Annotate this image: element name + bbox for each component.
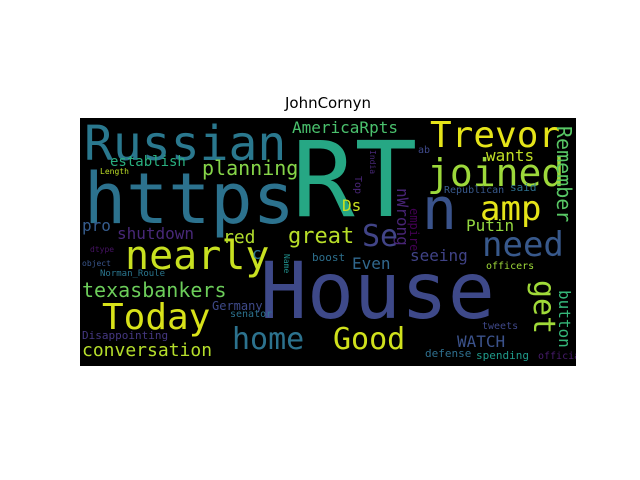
word-remember: Remember: [552, 126, 576, 223]
word-russian: Russian: [84, 118, 287, 172]
word-need: need: [482, 225, 564, 265]
word-se: Se: [362, 219, 399, 254]
word-empire: empire: [407, 208, 421, 252]
word-americarpts: AmericaRpts: [292, 118, 398, 137]
word-seeing: seeing: [410, 246, 468, 265]
word-ds: Ds: [342, 196, 362, 215]
word-name: Name: [282, 254, 291, 274]
word-dtype: dtype: [90, 245, 115, 254]
word-trevor: Trevor: [430, 118, 561, 156]
word-establish: establish: [110, 154, 186, 170]
word-texasbankers: texasbankers: [82, 278, 227, 302]
word-today: Today: [102, 297, 211, 338]
word-great: great: [288, 224, 355, 249]
word-boost: boost: [312, 251, 346, 264]
word-india: India: [368, 150, 377, 175]
word-ab: ab: [418, 145, 431, 156]
word-n: n: [422, 175, 457, 243]
word-object: object: [82, 259, 111, 268]
word-top: Top: [352, 176, 363, 195]
word-get: get: [526, 280, 561, 335]
word-defense: defense: [425, 347, 472, 360]
word-norman-roule: Norman_Roule: [100, 269, 166, 279]
word-putin: Putin: [466, 216, 515, 235]
word-republican: Republican: [444, 185, 505, 196]
word-conversation: conversation: [82, 340, 213, 361]
word-https: https: [84, 158, 295, 240]
word-red: red: [223, 227, 256, 248]
word-planning: planning: [202, 156, 299, 180]
word-pro: pro: [82, 216, 111, 235]
word-germany: Germany: [212, 299, 263, 313]
word-shutdown: shutdown: [117, 224, 195, 243]
word-nwrong: nWrong: [393, 188, 412, 246]
chart-title: JohnCornyn: [284, 94, 372, 112]
word-button: button: [555, 290, 574, 348]
word-c: c: [252, 244, 262, 263]
word-nearly: nearly: [125, 233, 270, 279]
word-even: Even: [352, 254, 391, 273]
word-officers: officers: [486, 261, 535, 272]
word-home: home: [232, 322, 305, 357]
word-watch: WATCH: [457, 332, 506, 351]
word-joined: joined: [427, 151, 565, 195]
word-amp: amp: [480, 189, 542, 229]
word-wants: wants: [486, 146, 535, 165]
word-house: House: [260, 247, 495, 337]
word-senator: senator: [230, 309, 273, 320]
word-cloud: House RT https n Russian Trevor joined a…: [80, 118, 576, 366]
word-officia: officia: [538, 351, 576, 362]
word-good: Good: [333, 322, 406, 357]
word-rt: RT: [292, 119, 418, 241]
word-said: said: [510, 181, 537, 194]
word-spending: spending: [476, 349, 529, 362]
word-length: Length: [100, 167, 129, 176]
word-disappointing: Disappointing: [82, 329, 169, 342]
word-tweets: tweets: [482, 321, 519, 332]
